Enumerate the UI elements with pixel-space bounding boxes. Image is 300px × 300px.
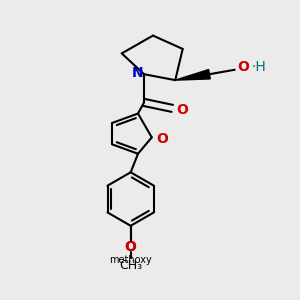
Text: O: O [125, 241, 136, 254]
Text: O: O [238, 60, 250, 74]
Polygon shape [175, 70, 210, 80]
Text: O: O [176, 103, 188, 117]
Text: CH₃: CH₃ [119, 260, 142, 272]
Text: ·H: ·H [251, 60, 266, 74]
Text: O: O [156, 132, 168, 146]
Text: O: O [125, 240, 136, 254]
Text: methoxy: methoxy [109, 255, 152, 265]
Text: N: N [132, 66, 143, 80]
